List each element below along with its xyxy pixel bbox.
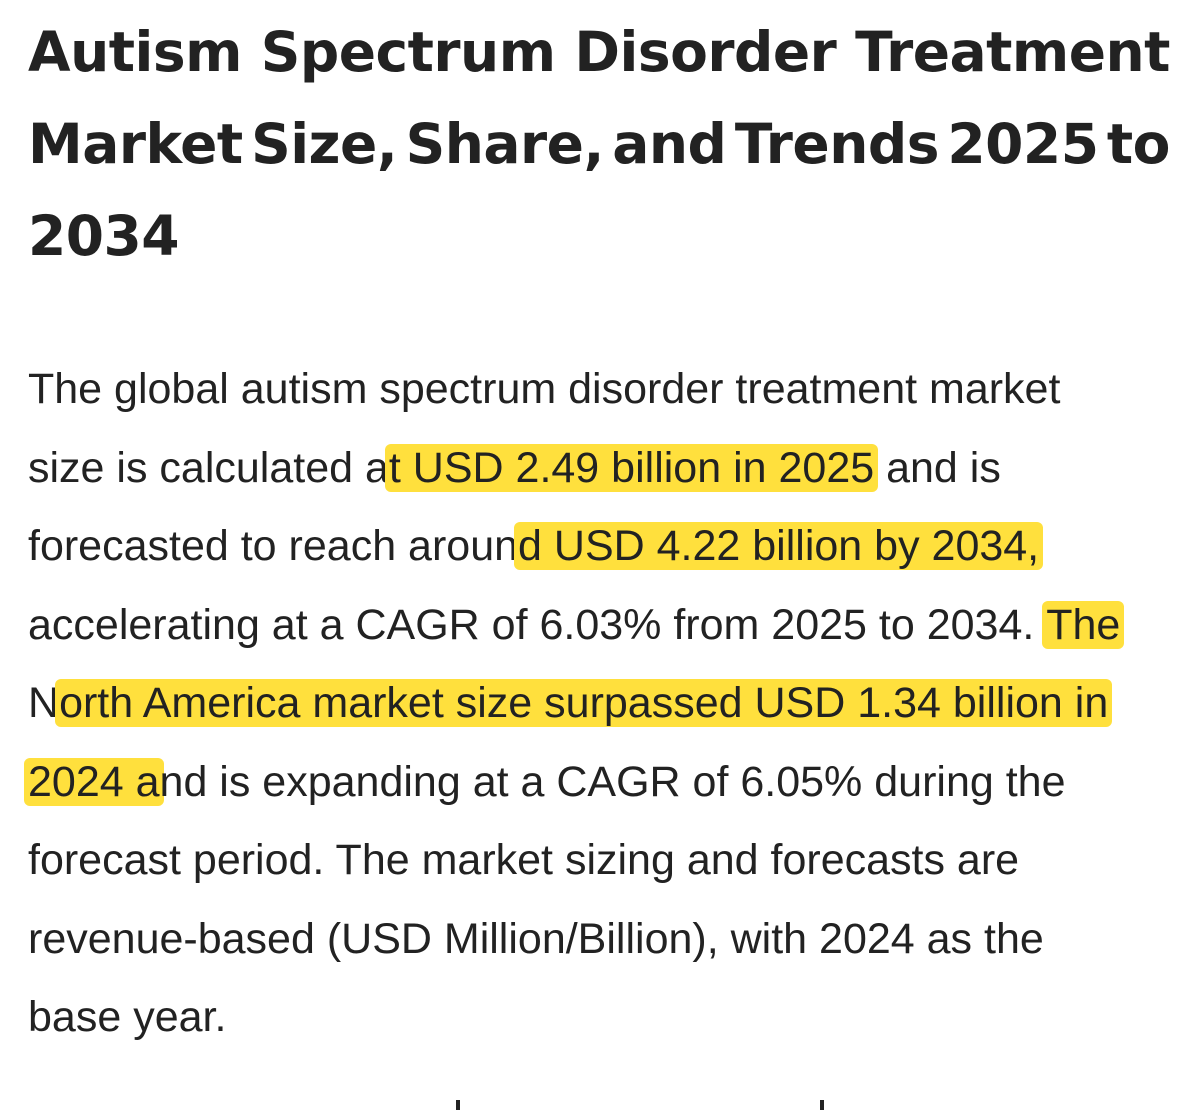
text-segment: forecast period. The market sizing and f…	[28, 836, 1020, 884]
text-segment: and is	[874, 443, 1001, 492]
text-segment: forecasted to reach aroun	[28, 522, 519, 570]
headline-word: to	[1106, 112, 1171, 176]
next-heading-glyph-fragment	[456, 1100, 460, 1110]
headline-word: Disorder	[574, 20, 837, 84]
headline-word: Autism	[28, 20, 242, 84]
headline-row-2: Market Size, Share, and Trends 2025 to	[28, 98, 1170, 190]
paragraph-line: forecasted to reach around USD 4.22 bill…	[28, 507, 1178, 586]
paragraph-line: accelerating at a CAGR of 6.03% from 202…	[28, 586, 1178, 665]
next-heading-glyph-fragment	[820, 1100, 824, 1110]
text-segment: revenue-based (USD Million/Billion), wit…	[28, 914, 1044, 963]
headline-word: Market	[28, 112, 243, 176]
paragraph-line: The global autism spectrum disorder trea…	[28, 350, 1178, 429]
highlighted-text: The	[1042, 600, 1125, 649]
highlighted-text: orth America market size surpassed USD 1…	[55, 679, 1113, 727]
highlighted-text: 2024 a	[24, 757, 164, 806]
text-segment: accelerating at a CAGR of 6.03% from 202…	[28, 600, 1047, 649]
headline-word: Spectrum	[260, 20, 556, 84]
headline-word: Treatment	[855, 20, 1170, 84]
highlighted-text: t USD 2.49 billion in 2025	[384, 443, 879, 492]
text-segment: nd is expanding at a CAGR of 6.05% durin…	[159, 757, 1066, 806]
article-paragraph: The global autism spectrum disorder trea…	[24, 350, 1178, 1057]
paragraph-line: size is calculated at USD 2.49 billion i…	[28, 429, 1178, 508]
headline-word: 2025	[947, 112, 1099, 176]
headline-word: Share,	[405, 112, 605, 176]
article-headline: Autism Spectrum Disorder Treatment Marke…	[28, 6, 1170, 282]
headline-row-3: 2034	[28, 204, 180, 268]
paragraph-line: forecast period. The market sizing and f…	[28, 821, 1178, 900]
headline-row-1: Autism Spectrum Disorder Treatment	[28, 6, 1170, 98]
headline-word: and	[612, 112, 727, 176]
text-segment: The global autism spectrum disorder trea…	[28, 365, 1061, 413]
text-segment: size is calculated a	[28, 443, 389, 492]
paragraph-line: base year.	[28, 978, 1178, 1057]
text-segment: base year.	[28, 993, 227, 1041]
paragraph-line: 2024 and is expanding at a CAGR of 6.05%…	[24, 743, 1178, 822]
text-segment: N	[28, 679, 60, 727]
paragraph-line: North America market size surpassed USD …	[28, 664, 1178, 743]
headline-word: Size,	[251, 112, 398, 176]
headline-word: Trends	[734, 112, 940, 176]
highlighted-text: d USD 4.22 billion by 2034,	[514, 522, 1044, 570]
paragraph-line: revenue-based (USD Million/Billion), wit…	[28, 900, 1178, 979]
